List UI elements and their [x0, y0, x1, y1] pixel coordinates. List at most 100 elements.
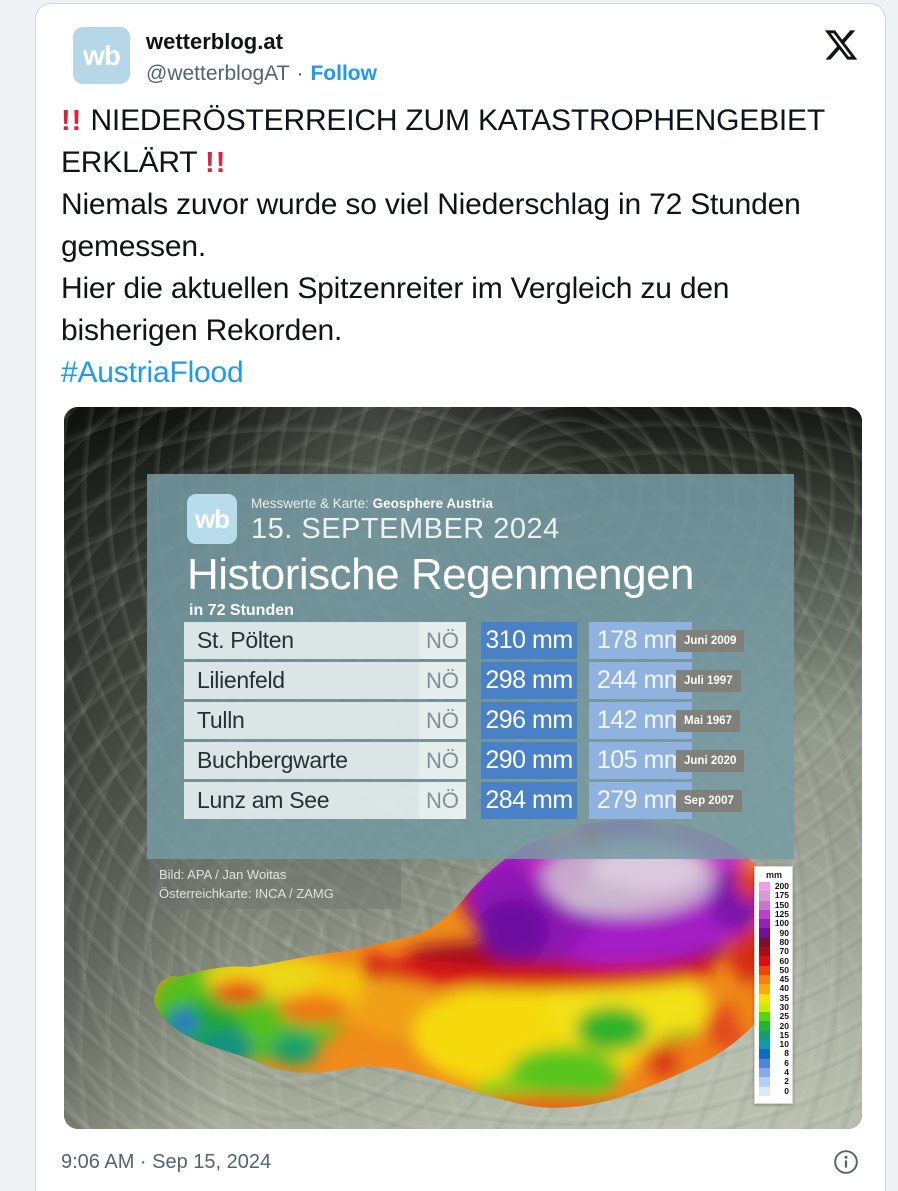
- legend-swatch: [759, 1012, 770, 1022]
- image-credit: Bild: APA / Jan Woitas Österreichkarte: …: [149, 859, 401, 909]
- legend-step: 60: [759, 955, 789, 966]
- record-date-badge: Juli 1997: [676, 669, 741, 692]
- legend-value: 30: [779, 1002, 789, 1012]
- station-region: NÖ: [419, 622, 466, 659]
- legend-value: 2: [784, 1076, 789, 1087]
- legend-step: 4: [759, 1067, 789, 1078]
- legend-value: 0: [784, 1085, 789, 1096]
- legend-value: 200: [774, 881, 789, 892]
- legend-value: 150: [774, 899, 789, 910]
- record-date-badge: Juni 2020: [676, 749, 745, 772]
- legend-swatch: [759, 1086, 770, 1096]
- credit-line-map: Österreichkarte: INCA / ZAMG: [159, 886, 334, 901]
- station-region: NÖ: [419, 742, 466, 779]
- separator-dot: ·: [296, 62, 304, 85]
- legend-step: 45: [759, 974, 789, 985]
- hashtag-link[interactable]: #AustriaFlood: [61, 356, 244, 389]
- legend-value: 35: [779, 992, 789, 1003]
- legend-swatch: [759, 974, 770, 985]
- author-name[interactable]: wetterblog.at: [146, 29, 283, 54]
- legend-swatch: [759, 909, 770, 920]
- legend-step: 25: [759, 1012, 789, 1022]
- legend-swatch: [759, 1058, 770, 1068]
- table-row: Lilienfeld NÖ 298 mm 244 mm Juli 1997: [147, 662, 794, 699]
- legend-step: 200: [759, 881, 789, 892]
- current-rainfall: 298 mm: [481, 662, 577, 699]
- legend-swatch: [759, 1077, 770, 1087]
- legend-value: 60: [779, 955, 789, 966]
- previous-record: 105 mm: [589, 742, 692, 779]
- tweet-footer: 9:06 AM · Sep 15, 2024: [36, 1129, 885, 1175]
- table-row: Lunz am See NÖ 284 mm 279 mm Sep 2007: [147, 782, 794, 819]
- info-icon[interactable]: [833, 1149, 859, 1175]
- legend-swatch: [759, 919, 770, 929]
- legend-value: 40: [779, 983, 789, 994]
- tweet-card: wb wetterblog.at @wetterblogAT · Follow …: [35, 3, 886, 1191]
- legend-value: 15: [779, 1029, 789, 1040]
- table-row: Tulln NÖ 296 mm 142 mm Mai 1967: [147, 702, 794, 739]
- legend-swatch: [759, 1030, 770, 1041]
- previous-record: 244 mm: [589, 662, 692, 699]
- legend-step: 0: [759, 1085, 789, 1096]
- legend-swatch: [759, 900, 770, 910]
- legend-value: 50: [779, 964, 789, 975]
- station-region: NÖ: [419, 782, 466, 819]
- legend-swatch: [759, 965, 770, 975]
- wb-logo: wb: [187, 494, 237, 544]
- legend-step: 150: [759, 899, 789, 910]
- avatar-initials: wb: [83, 39, 121, 71]
- record-date-badge: Juni 2009: [676, 629, 745, 652]
- legend-swatch: [759, 984, 770, 994]
- legend-value: 90: [779, 927, 789, 938]
- tweet-media-image[interactable]: Bild: APA / Jan Woitas Österreichkarte: …: [64, 407, 862, 1129]
- headline-text: NIEDERÖSTERREICH ZUM KATASTROPHENGEBIET …: [61, 104, 825, 179]
- current-rainfall: 310 mm: [481, 622, 577, 659]
- legend-swatch: [759, 882, 770, 892]
- legend-step: 15: [759, 1029, 789, 1041]
- previous-record: 178 mm: [589, 622, 692, 659]
- avatar[interactable]: wb: [73, 27, 130, 84]
- rainfall-table: St. Pölten NÖ 310 mm 178 mm Juni 2009 Lil…: [147, 622, 794, 822]
- legend-value: 8: [784, 1048, 789, 1059]
- station-name: Tulln: [197, 707, 245, 733]
- legend-value: 125: [774, 909, 789, 920]
- tweet-headline: !! NIEDERÖSTERREICH ZUM KATASTROPHENGEBI…: [61, 100, 859, 184]
- data-source: Messwerte & Karte: Geosphere Austria: [251, 496, 493, 511]
- legend-value: 10: [779, 1039, 789, 1050]
- legend-swatch: [759, 1067, 770, 1078]
- legend-step: 20: [759, 1021, 789, 1031]
- legend-step: 6: [759, 1058, 789, 1068]
- legend-step: 125: [759, 909, 789, 920]
- author-block: wetterblog.at @wetterblogAT · Follow: [146, 27, 377, 86]
- record-date-badge: Sep 2007: [676, 789, 742, 812]
- legend-value: 70: [779, 946, 789, 957]
- credit-line-photo: Bild: APA / Jan Woitas: [159, 867, 287, 882]
- timestamp-link[interactable]: 9:06 AM · Sep 15, 2024: [61, 1150, 272, 1173]
- previous-record: 142 mm: [589, 702, 692, 739]
- legend-swatch: [759, 1002, 770, 1013]
- current-rainfall: 296 mm: [481, 702, 577, 739]
- legend-swatch: [759, 937, 770, 948]
- station-name: Buchbergwarte: [197, 747, 348, 773]
- table-row: Buchbergwarte NÖ 290 mm 105 mm Juni 2020: [147, 742, 794, 779]
- legend-step: 100: [759, 919, 789, 929]
- tweet-header: wb wetterblog.at @wetterblogAT · Follow: [36, 4, 885, 86]
- legend-value: 175: [774, 890, 789, 901]
- previous-record: 279 mm: [589, 782, 692, 819]
- double-exclamation-icon: !!: [61, 105, 83, 137]
- author-handle[interactable]: @wetterblogAT: [146, 62, 290, 85]
- infographic-subtitle: in 72 Stunden: [189, 602, 294, 619]
- x-logo-icon[interactable]: [823, 27, 859, 63]
- infographic-title: Historische Regenmengen: [187, 550, 695, 599]
- infographic-header: wb Messwerte & Karte: Geosphere Austria …: [187, 494, 560, 546]
- legend-step: 50: [759, 964, 789, 975]
- legend-swatch: [759, 993, 770, 1003]
- follow-button[interactable]: Follow: [310, 62, 377, 85]
- tweet-line2: Niemals zuvor wurde so viel Niederschlag…: [61, 188, 801, 263]
- current-rainfall: 284 mm: [481, 782, 577, 819]
- author-subline: @wetterblogAT · Follow: [146, 62, 377, 86]
- tweet-text: !! NIEDERÖSTERREICH ZUM KATASTROPHENGEBI…: [36, 86, 885, 394]
- legend-swatch: [759, 1040, 770, 1050]
- station-name: Lilienfeld: [197, 667, 285, 693]
- legend-swatch: [759, 956, 770, 966]
